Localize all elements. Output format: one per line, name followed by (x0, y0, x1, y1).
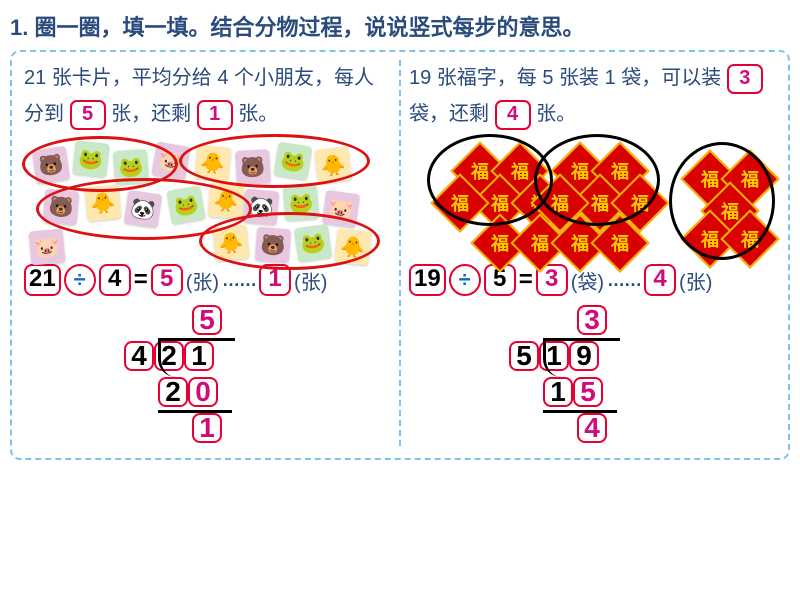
ld-divisor: 5 (509, 341, 539, 371)
left-panel: 21 张卡片，平均分给 4 个小朋友，每人分到 5 张，还剩 1 张。 🐻🐸🐸🐷… (24, 60, 391, 446)
animal-card: 🐥 (84, 184, 121, 221)
eq-quotient: 5 (151, 264, 183, 296)
ld-remainder: 1 (192, 413, 222, 443)
left-answer-quotient: 5 (70, 100, 106, 130)
eq-unit2: (张) (679, 266, 712, 295)
eq-dividend: 19 (409, 264, 446, 296)
right-text-2: 袋，还剩 (409, 103, 489, 125)
ld-dividend-2: 1 (184, 341, 214, 371)
eq-dots: …… (607, 270, 641, 291)
panel-divider (399, 60, 401, 446)
animal-card: 🐷 (322, 190, 360, 228)
animal-card: 🐸 (294, 224, 332, 262)
animal-card: 🐥 (208, 183, 244, 219)
eq-remainder: 4 (644, 264, 676, 296)
ld-quotient: 3 (577, 305, 607, 335)
ld-dividend-1: 1 (539, 341, 569, 371)
divide-icon: ÷ (449, 264, 481, 296)
animal-card: 🐷 (151, 141, 190, 180)
animal-card: 🐼 (243, 189, 280, 226)
right-fu-area: 福福福福福福福福福福福福福福福福福福福 (409, 138, 776, 258)
eq-unit1: (袋) (571, 266, 604, 295)
animal-card: 🐸 (72, 140, 109, 177)
eq-equals: = (519, 266, 533, 294)
right-panel: 19 张福字，每 5 张装 1 袋，可以装 3 袋，还剩 4 张。 福福福福福福… (409, 60, 776, 446)
right-equation: 19 ÷ 5 = 3 (袋) …… 4 (张) (409, 264, 776, 296)
animal-card: 🐥 (212, 224, 249, 261)
ld-divisor: 4 (124, 341, 154, 371)
left-long-division: 5 4 2 1 2 0 1 (124, 302, 284, 446)
animal-card: 🐻 (235, 149, 271, 185)
eq-unit2: (张) (294, 266, 327, 295)
left-problem-text: 21 张卡片，平均分给 4 个小朋友，每人分到 5 张，还剩 1 张。 (24, 60, 391, 132)
left-answer-remainder: 1 (197, 100, 233, 130)
eq-equals: = (134, 266, 148, 294)
ld-product-2: 0 (188, 377, 218, 407)
ld-product-1: 1 (543, 377, 573, 407)
left-equation: 21 ÷ 4 = 5 (张) …… 1 (张) (24, 264, 391, 296)
ld-remainder: 4 (577, 413, 607, 443)
animal-card: 🐥 (314, 146, 352, 184)
animal-card: 🐼 (124, 190, 162, 228)
ld-quotient: 5 (192, 305, 222, 335)
animal-card: 🐥 (334, 228, 371, 265)
right-answer-remainder: 4 (495, 100, 531, 130)
ld-dividend-2: 9 (569, 341, 599, 371)
animal-card: 🐻 (255, 227, 291, 263)
animal-card: 🐸 (274, 142, 313, 181)
eq-dividend: 21 (24, 264, 61, 296)
divide-icon: ÷ (64, 264, 96, 296)
animal-card: 🐸 (166, 185, 205, 224)
eq-remainder: 1 (259, 264, 291, 296)
right-problem-text: 19 张福字，每 5 张装 1 袋，可以装 3 袋，还剩 4 张。 (409, 60, 776, 132)
right-answer-quotient: 3 (727, 64, 763, 94)
eq-unit1: (张) (186, 266, 219, 295)
ld-dividend-1: 2 (154, 341, 184, 371)
ld-product-1: 2 (158, 377, 188, 407)
animal-card: 🐥 (194, 144, 231, 181)
right-text-1: 19 张福字，每 5 张装 1 袋，可以装 (409, 67, 721, 89)
left-cards-area: 🐻🐸🐸🐷🐻🐥🐼🐸🐥🐷🐥🐻🐸🐥🐼🐸🐷🐥🐻🐸🐥 (24, 138, 391, 258)
animal-card: 🐸 (283, 185, 319, 221)
right-long-division: 3 5 1 9 1 5 4 (509, 302, 669, 446)
left-text-2: 张，还剩 (111, 103, 191, 125)
animal-card: 🐻 (32, 146, 70, 184)
animal-card: 🐷 (29, 229, 66, 266)
right-text-3: 张。 (536, 103, 576, 125)
left-text-3: 张。 (238, 103, 278, 125)
animal-card: 🐸 (113, 149, 149, 185)
ld-product-2: 5 (573, 377, 603, 407)
animal-card: 🐻 (43, 189, 80, 226)
worksheet-frame: 21 张卡片，平均分给 4 个小朋友，每人分到 5 张，还剩 1 张。 🐻🐸🐸🐷… (10, 50, 790, 460)
page-title: 1. 圈一圈，填一填。结合分物过程，说说竖式每步的意思。 (10, 10, 790, 42)
eq-divisor: 4 (99, 264, 131, 296)
eq-dots: …… (222, 270, 256, 291)
